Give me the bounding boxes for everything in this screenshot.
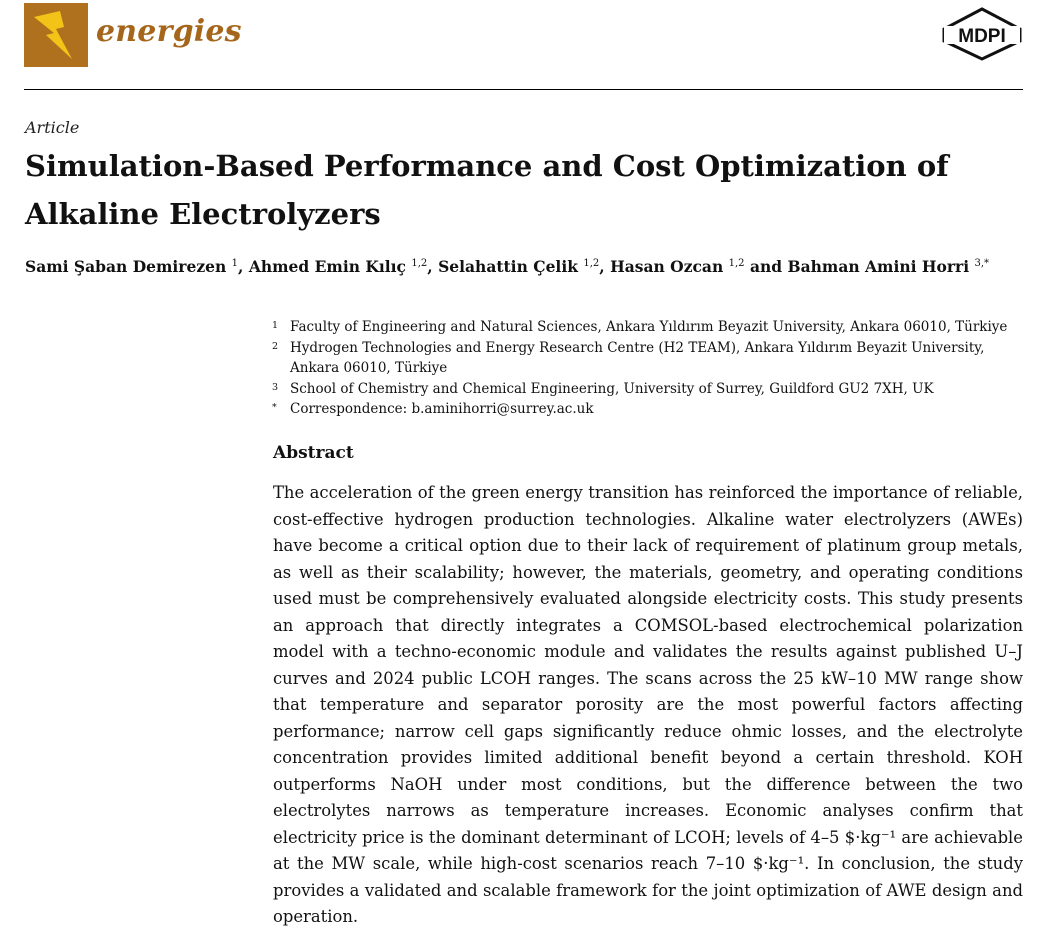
affiliation-mark: 1 (272, 320, 279, 331)
affiliation-list: 1 Faculty of Engineering and Natural Scie… (272, 317, 1022, 420)
author-name: Bahman Amini Horri (787, 257, 975, 276)
article-title: Simulation-Based Performance and Cost Op… (25, 149, 949, 231)
journal-name: energies (96, 14, 242, 49)
author-affiliation-mark: 1,2 (411, 257, 428, 269)
author-affiliation-mark: 1 (231, 257, 239, 269)
author-separator: , (238, 257, 249, 276)
affiliation-item: * Correspondence: b.aminihorri@surrey.ac.… (272, 399, 1022, 420)
publisher-logo: MDPI (941, 7, 1023, 61)
publisher-name: MDPI (958, 26, 1006, 47)
author-name: Ahmed Emin Kılıç (248, 257, 412, 276)
author-name: Sami Şaban Demirezen (25, 257, 232, 276)
affiliation-item: 3 School of Chemistry and Chemical Engine… (272, 379, 1022, 400)
page-header: energies MDPI (0, 0, 1051, 92)
header-divider (24, 89, 1023, 90)
author-separator: , (599, 257, 611, 276)
affiliation-mark: 2 (272, 340, 279, 352)
affiliation-text: School of Chemistry and Chemical Enginee… (290, 380, 934, 397)
affiliation-item: 1 Faculty of Engineering and Natural Scie… (272, 317, 1022, 338)
author-separator: , (427, 257, 439, 276)
lightning-bolt-icon (34, 11, 72, 59)
affiliation-mark: * (272, 402, 277, 413)
article-type: Article (25, 118, 80, 137)
author-affiliation-mark: 3,* (974, 257, 990, 269)
affiliation-text: Hydrogen Technologies and Energy Researc… (290, 339, 985, 377)
author-affiliation-mark: 1,2 (728, 257, 745, 269)
author-name: Hasan Ozcan (610, 257, 729, 276)
author-name: Selahattin Çelik (438, 257, 584, 276)
journal-logo (24, 3, 88, 67)
affiliation-text: Faculty of Engineering and Natural Scien… (290, 319, 1008, 335)
affiliation-mark: 3 (272, 381, 279, 393)
author-separator: and (744, 257, 788, 276)
affiliation-item: 2 Hydrogen Technologies and Energy Resear… (272, 338, 1022, 379)
author-list: Sami Şaban Demirezen 1, Ahmed Emin Kılıç… (25, 257, 1035, 276)
abstract-heading: Abstract (273, 443, 354, 463)
affiliation-text: Correspondence: b.aminihorri@surrey.ac.u… (290, 401, 594, 417)
abstract-text: The acceleration of the green energy tra… (273, 483, 1023, 926)
author-affiliation-mark: 1,2 (583, 257, 600, 269)
